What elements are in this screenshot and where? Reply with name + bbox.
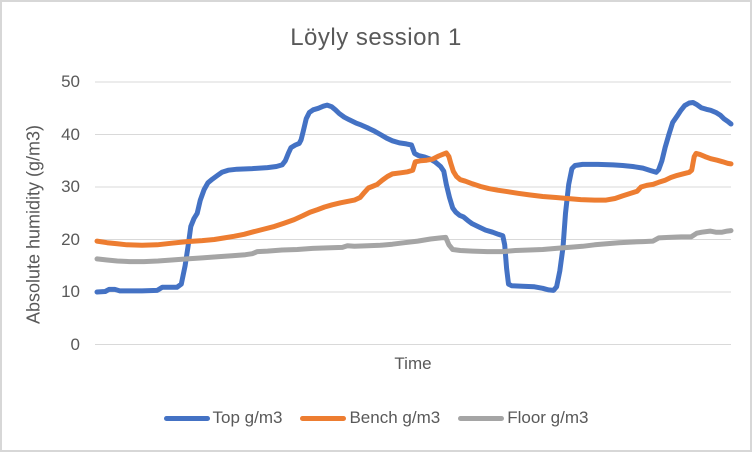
legend-item-bench-g-m3: Bench g/m3 bbox=[300, 407, 440, 429]
legend: Top g/m3 Bench g/m3 Floor g/m3 bbox=[2, 407, 750, 429]
y-tick-label-10: 10 bbox=[61, 282, 80, 301]
y-tick-label-20: 20 bbox=[61, 229, 80, 249]
legend-swatch-floor-g-m3 bbox=[458, 415, 505, 421]
x-axis-title: Time bbox=[394, 354, 432, 373]
series-line-floor-g-m3 bbox=[94, 228, 734, 265]
y-tick-label-50: 50 bbox=[61, 72, 80, 91]
legend-item-top-g-m3: Top g/m3 bbox=[163, 407, 283, 429]
y-tick-label-30: 30 bbox=[61, 177, 80, 196]
legend-label-bench-g-m3: Bench g/m3 bbox=[349, 408, 441, 427]
legend-swatch-top-g-m3 bbox=[163, 415, 210, 421]
series-line-bench-g-m3 bbox=[94, 150, 734, 248]
y-tick-label-0: 0 bbox=[70, 334, 80, 354]
legend-label-top-g-m3: Top g/m3 bbox=[212, 408, 283, 427]
legend-item-floor-g-m3: Floor g/m3 bbox=[458, 407, 588, 429]
legend-swatch-bench-g-m3 bbox=[300, 415, 347, 421]
series-line-top-g-m3 bbox=[94, 100, 734, 295]
y-tick-label-40: 40 bbox=[61, 124, 80, 144]
chart-title: Löyly session 1 bbox=[290, 24, 462, 51]
legend-label-floor-g-m3: Floor g/m3 bbox=[507, 408, 589, 427]
